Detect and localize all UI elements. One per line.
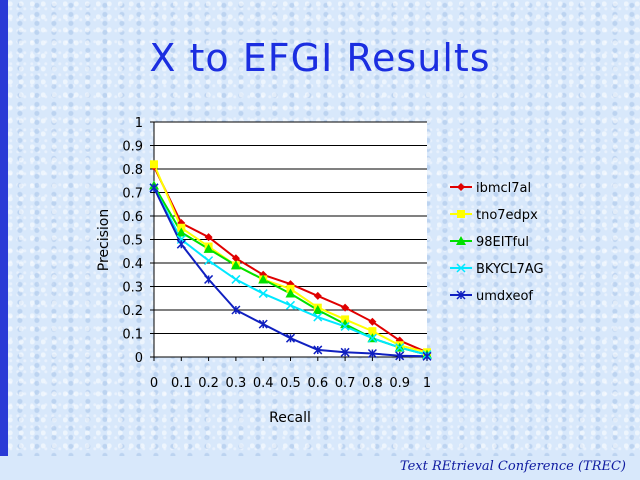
data-point-98EITful bbox=[203, 243, 214, 253]
data-point-98EITful bbox=[340, 319, 351, 329]
y-tick-label: 0.5 bbox=[122, 234, 143, 249]
x-tick-label: 0.9 bbox=[389, 376, 410, 391]
data-point-umdxeof bbox=[367, 348, 377, 359]
data-point-umdxeof bbox=[258, 319, 268, 329]
data-point-umdxeof bbox=[231, 305, 241, 315]
x-tick-label: 0 bbox=[150, 376, 158, 391]
x-tick-label: 0.2 bbox=[198, 376, 219, 391]
y-tick-label: 0.9 bbox=[122, 140, 143, 155]
y-tick-labels: 0 0.1 0.2 0.3 0.4 0.5 0.6 0.7 0.8 0.9 1 bbox=[122, 116, 154, 366]
legend-label: tno7edpx bbox=[476, 208, 538, 223]
legend-label: ibmcl7al bbox=[476, 181, 531, 196]
data-point-98EITful bbox=[176, 227, 187, 237]
footer-text: Text REtrieval Conference (TREC) bbox=[395, 459, 630, 474]
data-point-tno7edpx bbox=[368, 327, 377, 336]
data-point-98EITful bbox=[230, 260, 241, 270]
legend: ibmcl7al tno7edpx 98EITful BKYCL7AG umdxeof bbox=[450, 181, 544, 304]
data-point-ibmcl7al bbox=[368, 317, 377, 326]
data-point-umdxeof bbox=[422, 351, 432, 361]
legend-marker-98EITful bbox=[456, 236, 466, 245]
data-point-umdxeof bbox=[204, 274, 214, 284]
y-axis-label: Precision bbox=[96, 209, 112, 271]
data-point-umdxeof bbox=[395, 351, 405, 361]
legend-label: 98EITful bbox=[476, 235, 529, 250]
x-tick-label: 0.1 bbox=[171, 376, 192, 391]
data-point-ibmcl7al bbox=[313, 291, 322, 300]
x-tick-label: 0.8 bbox=[362, 376, 383, 391]
data-point-umdxeof bbox=[176, 239, 186, 249]
legend-label: BKYCL7AG bbox=[476, 262, 544, 277]
y-tick-label: 0.7 bbox=[122, 187, 143, 202]
data-point-ibmcl7al bbox=[231, 254, 240, 263]
gridlines bbox=[154, 121, 427, 334]
x-tick-label: 0.6 bbox=[307, 376, 328, 391]
data-point-umdxeof bbox=[149, 183, 159, 193]
data-point-BKYCL7AG bbox=[231, 274, 241, 284]
legend-marker-umdxeof bbox=[456, 290, 466, 300]
x-tick-label: 0.4 bbox=[253, 376, 274, 391]
x-axis-label: Recall bbox=[269, 410, 311, 426]
x-tick-labels: 0 0.1 0.2 0.3 0.4 0.5 0.6 0.7 0.8 0.9 1 bbox=[150, 357, 431, 391]
legend-marker-ibmcl7al bbox=[457, 183, 465, 191]
y-tick-label: 1 bbox=[135, 116, 143, 131]
y-tick-label: 0.6 bbox=[122, 210, 143, 225]
y-tick-label: 0.2 bbox=[122, 304, 143, 319]
data-point-umdxeof bbox=[285, 333, 296, 343]
data-point-ibmcl7al bbox=[341, 303, 350, 312]
data-point-BKYCL7AG bbox=[367, 333, 377, 343]
y-tick-label: 0 bbox=[135, 351, 143, 366]
series-markers bbox=[149, 160, 432, 361]
precision-recall-chart: 0 0.1 0.2 0.3 0.4 0.5 0.6 0.7 0.8 0.9 1 0 0.1 0.2 0.3… bbox=[96, 116, 544, 426]
slide-title: X to EFGI Results bbox=[149, 36, 491, 80]
data-point-tno7edpx bbox=[150, 160, 158, 169]
legend-marker-tno7edpx bbox=[457, 210, 465, 218]
data-point-BKYCL7AG bbox=[395, 343, 405, 353]
y-tick-label: 0.3 bbox=[122, 281, 143, 296]
data-point-98EITful bbox=[258, 274, 269, 284]
y-tick-label: 0.4 bbox=[122, 257, 143, 272]
data-point-BKYCL7AG bbox=[204, 256, 214, 266]
data-point-BKYCL7AG bbox=[313, 312, 323, 322]
data-point-BKYCL7AG bbox=[258, 289, 268, 299]
x-tick-label: 0.5 bbox=[280, 376, 301, 391]
y-tick-label: 0.1 bbox=[122, 328, 143, 343]
x-tick-label: 0.3 bbox=[226, 376, 247, 391]
data-point-BKYCL7AG bbox=[285, 300, 296, 310]
x-tick-label: 0.7 bbox=[335, 376, 356, 391]
data-point-BKYCL7AG bbox=[340, 321, 350, 331]
data-point-umdxeof bbox=[340, 347, 350, 357]
legend-label: umdxeof bbox=[476, 289, 533, 304]
data-point-umdxeof bbox=[313, 345, 323, 355]
data-point-ibmcl7al bbox=[204, 233, 213, 242]
y-tick-label: 0.8 bbox=[122, 163, 143, 178]
x-tick-label: 1 bbox=[423, 376, 431, 391]
legend-marker-BKYCL7AG bbox=[456, 263, 466, 273]
data-point-98EITful bbox=[285, 288, 296, 298]
data-point-98EITful bbox=[312, 305, 323, 314]
